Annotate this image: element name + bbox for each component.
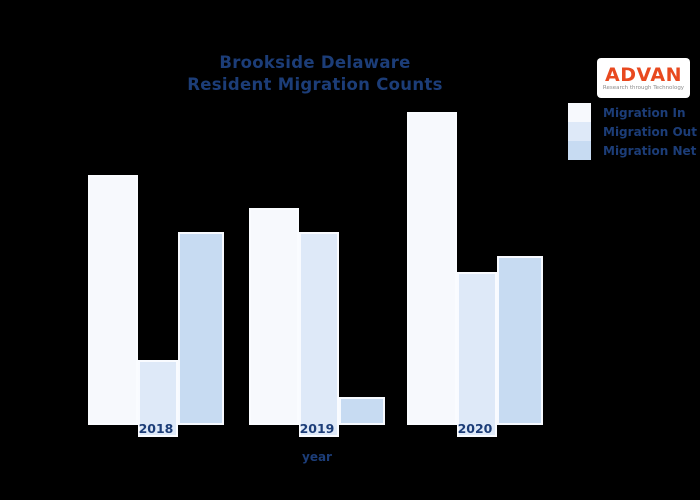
bar-migration-in-2018 — [88, 175, 138, 425]
advan-logo-tagline: Research through Technology — [602, 84, 685, 91]
bar-migration-out-2020 — [457, 272, 497, 437]
x-tick-label-2019: 2019 — [299, 421, 335, 436]
bar-migration-net-2020 — [497, 256, 543, 425]
x-axis-title: year — [302, 450, 332, 464]
chart-title: Brookside Delaware Resident Migration Co… — [115, 52, 515, 96]
x-tick-label-2020: 2020 — [457, 421, 493, 436]
legend-item-migration-net[interactable]: Migration Net — [568, 141, 697, 160]
bar-migration-net-2018 — [178, 232, 224, 425]
legend-label: Migration Out — [603, 124, 697, 139]
bar-migration-net-2019 — [339, 397, 385, 425]
legend: Migration In Migration Out Migration Net — [568, 103, 697, 160]
legend-swatch-migration-net — [568, 141, 591, 160]
legend-item-migration-out[interactable]: Migration Out — [568, 122, 697, 141]
legend-swatch-migration-in — [568, 103, 591, 122]
legend-label: Migration In — [603, 105, 686, 120]
bar-migration-in-2020 — [407, 112, 457, 425]
legend-swatch-migration-out — [568, 122, 591, 141]
bar-migration-out-2019 — [299, 232, 339, 437]
advan-logo-wordmark: ADVAN — [605, 63, 682, 86]
legend-label: Migration Net — [603, 143, 697, 158]
chart-title-line2: Resident Migration Counts — [187, 75, 443, 94]
x-tick-label-2018: 2018 — [138, 421, 174, 436]
advan-logo: ADVAN Research through Technology — [597, 58, 690, 98]
bar-migration-in-2019 — [249, 208, 299, 425]
chart-title-line1: Brookside Delaware — [219, 53, 411, 72]
bar-migration-out-2018 — [138, 360, 178, 437]
legend-item-migration-in[interactable]: Migration In — [568, 103, 697, 122]
